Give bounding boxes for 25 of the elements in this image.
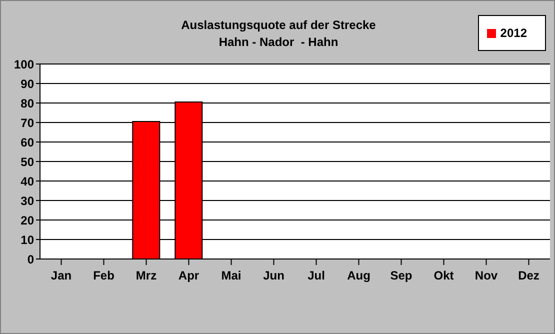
y-tick-label: 30 [20, 194, 34, 208]
x-tick-label: Aug [347, 268, 370, 283]
y-tick-label: 20 [20, 213, 34, 228]
x-tick-label: Sep [390, 268, 412, 283]
y-tick-label: 40 [20, 174, 34, 188]
chart-title: Auslastungsquote auf der Strecke Hahn - Nador - Hahn [181, 18, 376, 49]
y-tick-label: 100 [14, 57, 34, 72]
x-tick-label: Jan [50, 268, 72, 283]
y-tick-label: 50 [20, 154, 34, 169]
legend-label: 2012 [500, 26, 527, 40]
x-tick-label: Jul [308, 268, 325, 283]
x-tick-label: Nov [474, 268, 498, 283]
x-tick-label: Mrz [136, 268, 157, 283]
x-tick-label: Dez [518, 268, 540, 283]
x-tick-label: Mai [221, 268, 242, 283]
x-tick-label: Jun [263, 268, 284, 283]
x-tick-label: Feb [93, 268, 114, 283]
y-tick-label: 0 [27, 252, 34, 266]
x-tick-label: Okt [434, 268, 454, 283]
y-tick-label: 80 [20, 96, 34, 110]
y-tick-label: 90 [20, 76, 34, 91]
y-tick-label: 10 [20, 232, 34, 247]
y-tick-label: 60 [20, 135, 34, 150]
y-tick-label: 70 [20, 116, 34, 130]
x-tick-label: Apr [178, 268, 200, 283]
